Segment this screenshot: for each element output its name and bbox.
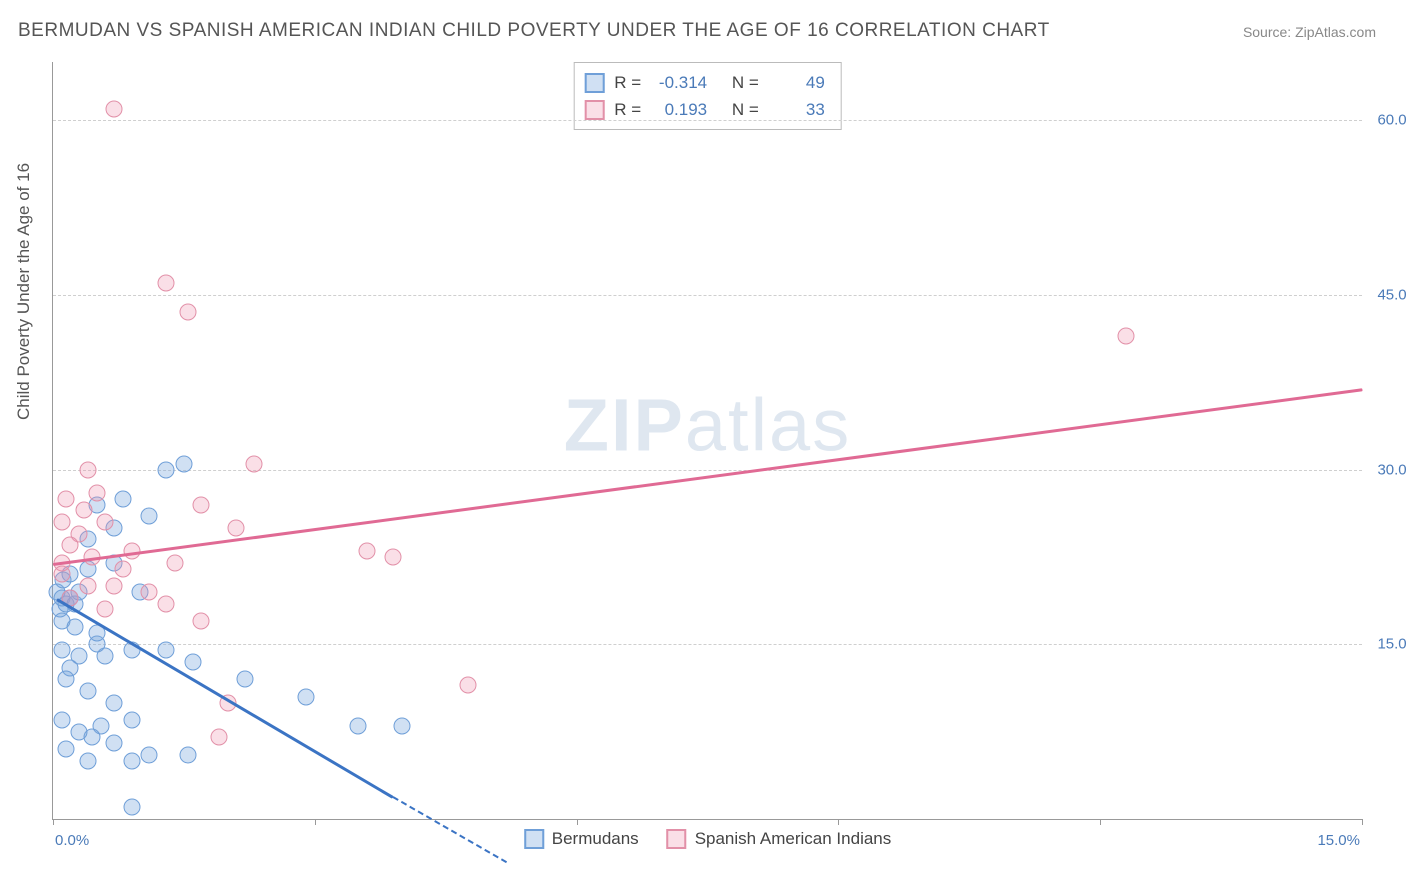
data-point [53, 566, 70, 583]
data-point [106, 100, 123, 117]
data-point [228, 519, 245, 536]
data-point [140, 508, 157, 525]
data-point [75, 502, 92, 519]
legend-bottom: Bermudans Spanish American Indians [524, 829, 892, 849]
data-point [140, 746, 157, 763]
data-point [193, 613, 210, 630]
data-point [66, 618, 83, 635]
chart-title: BERMUDAN VS SPANISH AMERICAN INDIAN CHIL… [18, 20, 1050, 42]
data-point [53, 642, 70, 659]
data-point [184, 653, 201, 670]
data-point [106, 735, 123, 752]
gridline-h [53, 120, 1362, 121]
stat-value: -0.314 [651, 69, 707, 96]
data-point [123, 752, 140, 769]
data-point [175, 455, 192, 472]
data-point [97, 601, 114, 618]
trend-line [53, 388, 1362, 565]
x-axis-tick [838, 819, 839, 825]
data-point [180, 304, 197, 321]
data-point [180, 746, 197, 763]
chart-container: BERMUDAN VS SPANISH AMERICAN INDIAN CHIL… [0, 0, 1406, 892]
legend-label: Spanish American Indians [695, 829, 892, 849]
plot-area: ZIPatlas R = -0.314 N = 49 R = 0.193 N =… [52, 62, 1362, 820]
data-point [114, 490, 131, 507]
trend-line [393, 796, 507, 863]
series-swatch-icon [524, 829, 544, 849]
data-point [71, 723, 88, 740]
data-point [245, 455, 262, 472]
data-point [123, 799, 140, 816]
data-point [88, 484, 105, 501]
x-axis-tick-label: 15.0% [1317, 832, 1360, 849]
gridline-h [53, 295, 1362, 296]
data-point [53, 514, 70, 531]
legend-label: Bermudans [552, 829, 639, 849]
data-point [79, 752, 96, 769]
data-point [394, 717, 411, 734]
data-point [58, 490, 75, 507]
legend-item: Bermudans [524, 829, 639, 849]
x-axis-tick [53, 819, 54, 825]
watermark: ZIPatlas [564, 383, 851, 468]
data-point [106, 694, 123, 711]
data-point [79, 578, 96, 595]
data-point [350, 717, 367, 734]
data-point [106, 578, 123, 595]
data-point [97, 514, 114, 531]
data-point [359, 543, 376, 560]
data-point [1118, 327, 1135, 344]
stat-label: N = [732, 69, 759, 96]
x-axis-tick [1362, 819, 1363, 825]
series-swatch-icon [667, 829, 687, 849]
watermark-bold: ZIP [564, 384, 685, 467]
data-point [62, 537, 79, 554]
watermark-light: atlas [685, 384, 851, 467]
legend-item: Spanish American Indians [667, 829, 892, 849]
y-axis-tick-label: 30.0% [1377, 461, 1406, 478]
y-axis-tick-label: 15.0% [1377, 636, 1406, 653]
series-swatch-icon [584, 100, 604, 120]
data-point [167, 554, 184, 571]
stat-value: 49 [769, 69, 825, 96]
data-point [53, 712, 70, 729]
data-point [123, 712, 140, 729]
data-point [298, 688, 315, 705]
data-point [236, 671, 253, 688]
y-axis-label: Child Poverty Under the Age of 16 [14, 163, 34, 420]
data-point [58, 671, 75, 688]
y-axis-tick-label: 60.0% [1377, 112, 1406, 129]
data-point [140, 583, 157, 600]
data-point [158, 275, 175, 292]
data-point [158, 461, 175, 478]
data-point [58, 741, 75, 758]
data-point [114, 560, 131, 577]
gridline-h [53, 644, 1362, 645]
data-point [158, 642, 175, 659]
x-axis-tick [315, 819, 316, 825]
y-axis-tick-label: 45.0% [1377, 286, 1406, 303]
data-point [158, 595, 175, 612]
data-point [385, 548, 402, 565]
data-point [193, 496, 210, 513]
stat-label: R = [614, 69, 641, 96]
series-swatch-icon [584, 73, 604, 93]
x-axis-tick [577, 819, 578, 825]
source-label: Source: ZipAtlas.com [1243, 24, 1376, 40]
stats-row: R = -0.314 N = 49 [584, 69, 825, 96]
x-axis-tick-label: 0.0% [55, 832, 89, 849]
x-axis-tick [1100, 819, 1101, 825]
data-point [79, 682, 96, 699]
data-point [79, 461, 96, 478]
data-point [459, 677, 476, 694]
data-point [210, 729, 227, 746]
